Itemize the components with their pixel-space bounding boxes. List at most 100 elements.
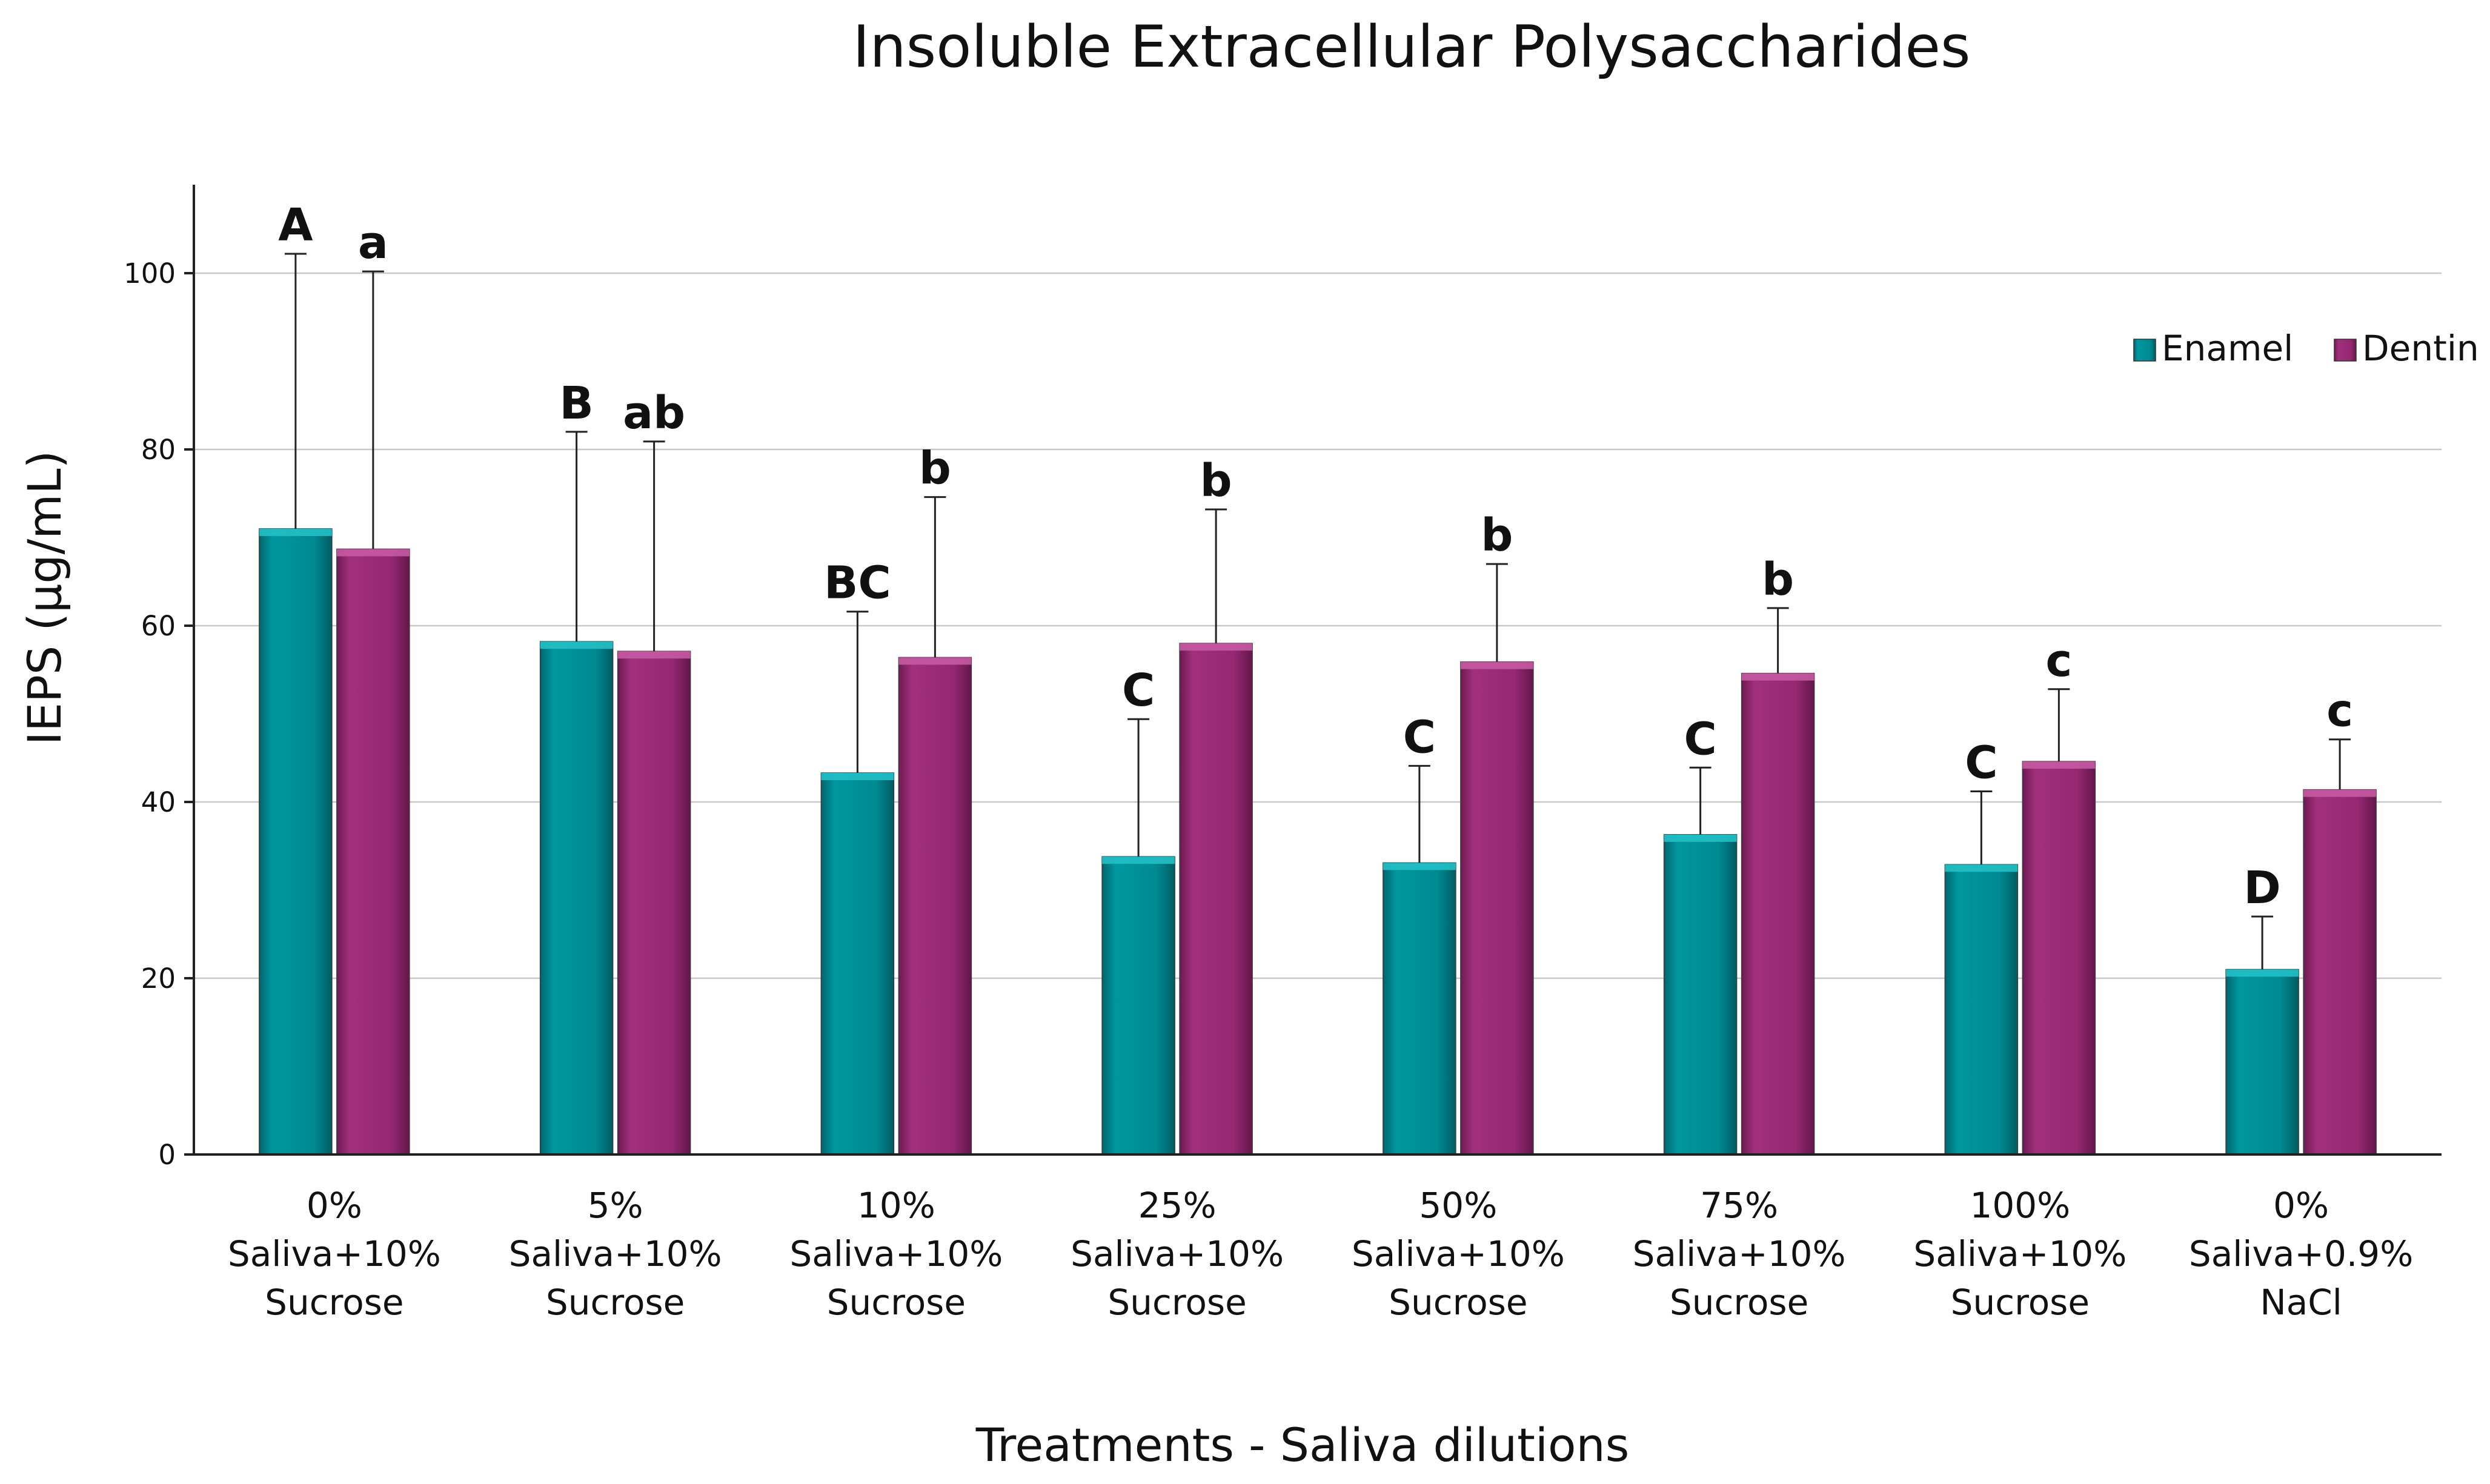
y-tick-label: 80 — [141, 434, 176, 466]
x-category-label-line: Saliva+10% — [1633, 1233, 1846, 1274]
x-category-label-line: Sucrose — [265, 1282, 403, 1323]
significance-letter-dentin: b — [1481, 509, 1513, 561]
bar-dentin — [2303, 789, 2377, 1155]
legend-label-dentin: Dentin — [2362, 328, 2479, 369]
bar-cap-dentin — [2303, 789, 2377, 797]
bar-dentin — [1179, 643, 1253, 1155]
significance-letter-dentin: a — [358, 217, 388, 269]
bar-cap-dentin — [1460, 661, 1533, 669]
x-category-label-line: Saliva+10% — [789, 1233, 1003, 1274]
bar-dentin — [1741, 672, 1815, 1155]
bar-enamel — [539, 641, 614, 1155]
bar-cap-enamel — [540, 641, 613, 649]
x-axis-title: Treatments - Saliva dilutions — [975, 1418, 1630, 1472]
bar-cap-dentin — [1180, 643, 1253, 651]
bar-cap-dentin — [898, 657, 972, 665]
bar-enamel — [2225, 969, 2299, 1155]
axis-labels: 0 20 40 60 80 100 A a 0% Saliva+10% Sucrose B ab 5% Sa… — [124, 199, 2413, 1323]
significance-letter-enamel: C — [1684, 713, 1716, 765]
x-category-label-line: 50% — [1419, 1185, 1497, 1226]
gridlines — [194, 272, 2442, 979]
x-category-label-line: 0% — [307, 1185, 362, 1226]
bar-cap-enamel — [1945, 864, 2018, 872]
chart-title: Insoluble Extracellular Polysaccharides — [852, 14, 1970, 81]
significance-letter-enamel: D — [2243, 862, 2280, 914]
x-category-label-line: 100% — [1970, 1185, 2070, 1226]
bar-enamel — [820, 772, 895, 1155]
x-category-label-line: NaCl — [2260, 1282, 2342, 1323]
x-category-label-line: Saliva+0.9% — [2189, 1233, 2413, 1274]
significance-letter-enamel: C — [1122, 664, 1155, 717]
bar-dentin — [2022, 761, 2096, 1155]
bar-enamel — [1663, 834, 1738, 1155]
legend-label-enamel: Enamel — [2162, 328, 2293, 369]
bars — [259, 253, 2377, 1155]
bar-cap-enamel — [1102, 856, 1175, 864]
x-category-label-line: Saliva+10% — [1352, 1233, 1565, 1274]
x-category-label-line: 10% — [857, 1185, 935, 1226]
y-tick-label: 40 — [141, 786, 176, 818]
x-category-label-line: Sucrose — [1389, 1282, 1527, 1323]
legend-swatch-dentin — [2334, 339, 2357, 362]
x-category-label: 75% Saliva+10% Sucrose — [1633, 1185, 1846, 1323]
x-category-label-line: Saliva+10% — [228, 1233, 441, 1274]
significance-letter-enamel: C — [1403, 711, 1436, 763]
bar-dentin — [898, 657, 972, 1155]
x-category-label: 10% Saliva+10% Sucrose — [789, 1185, 1003, 1323]
bar-dentin — [1460, 661, 1534, 1155]
x-category-label-line: Sucrose — [1951, 1282, 2090, 1323]
bar-cap-dentin — [1741, 673, 1814, 681]
x-category-label: 25% Saliva+10% Sucrose — [1071, 1185, 1284, 1323]
x-category-label: 100% Saliva+10% Sucrose — [1913, 1185, 2126, 1323]
bar-cap-enamel — [821, 772, 894, 780]
x-category-label-line: 0% — [2273, 1185, 2329, 1226]
bar-cap-dentin — [336, 549, 410, 557]
bar-dentin — [617, 651, 691, 1155]
y-tick-label: 20 — [141, 962, 176, 995]
x-category-label-line: 25% — [1138, 1185, 1217, 1226]
bar-cap-enamel — [2226, 969, 2299, 977]
x-category-label-line: Saliva+10% — [1071, 1233, 1284, 1274]
x-category-label-line: Saliva+10% — [509, 1233, 722, 1274]
bar-enamel — [259, 528, 333, 1155]
significance-letter-enamel: BC — [824, 557, 891, 609]
bar-cap-enamel — [1664, 834, 1737, 842]
legend: Enamel Dentin — [2133, 328, 2479, 369]
significance-letter-enamel: C — [1965, 737, 1997, 789]
significance-letter-dentin: b — [919, 443, 951, 495]
legend-swatch-enamel — [2133, 339, 2156, 362]
x-category-label-line: Sucrose — [1670, 1282, 1808, 1323]
bar-cap-enamel — [1383, 863, 1456, 870]
bar-cap-enamel — [259, 528, 332, 536]
significance-letter-dentin: ab — [623, 387, 685, 439]
significance-letter-dentin: c — [2045, 635, 2072, 687]
x-category-label: 5% Saliva+10% Sucrose — [509, 1185, 722, 1323]
x-category-label-line: 5% — [588, 1185, 643, 1226]
y-tick-label: 60 — [141, 610, 176, 642]
x-category-label: 50% Saliva+10% Sucrose — [1352, 1185, 1565, 1323]
y-tick-label: 100 — [124, 257, 176, 290]
x-category-label-line: Sucrose — [827, 1282, 966, 1323]
significance-letter-dentin: b — [1200, 455, 1232, 507]
bar-enamel — [1944, 864, 2019, 1155]
significance-letter-enamel: A — [278, 199, 313, 251]
x-category-label-line: Saliva+10% — [1913, 1233, 2126, 1274]
significance-letter-enamel: B — [559, 377, 593, 429]
x-category-label: 0% Saliva+10% Sucrose — [228, 1185, 441, 1323]
y-tick-label: 0 — [158, 1139, 176, 1171]
x-category-label: 0% Saliva+0.9% NaCl — [2189, 1185, 2413, 1323]
bar-dentin — [336, 548, 410, 1155]
bar-cap-dentin — [2022, 761, 2096, 769]
x-category-label-line: 75% — [1700, 1185, 1778, 1226]
y-axis-title: IEPS (µg/mL) — [18, 451, 71, 746]
bar-enamel — [1383, 862, 1456, 1155]
bar-enamel — [1101, 856, 1175, 1155]
axes — [184, 185, 2442, 1156]
significance-letter-dentin: c — [2326, 685, 2353, 737]
x-category-label-line: Sucrose — [1107, 1282, 1246, 1323]
significance-letter-dentin: b — [1762, 554, 1794, 606]
x-category-label-line: Sucrose — [546, 1282, 685, 1323]
bar-cap-dentin — [617, 651, 691, 659]
